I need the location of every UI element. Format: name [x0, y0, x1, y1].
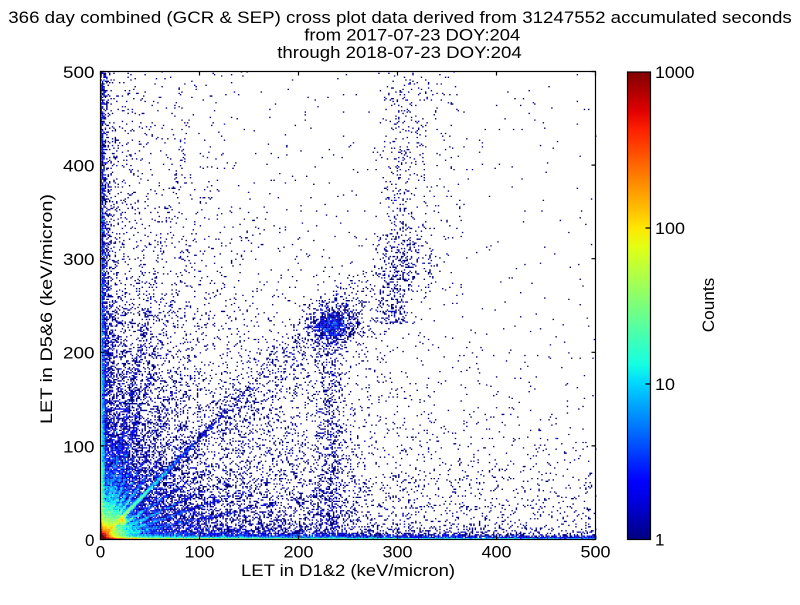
- svg-text:10: 10: [655, 375, 675, 394]
- svg-text:500: 500: [581, 542, 611, 561]
- svg-text:1: 1: [655, 531, 664, 550]
- svg-text:LET in D5&6 (keV/micron): LET in D5&6 (keV/micron): [37, 194, 56, 424]
- svg-text:200: 200: [284, 542, 314, 561]
- svg-text:200: 200: [63, 344, 95, 363]
- svg-text:0: 0: [85, 531, 94, 550]
- svg-text:through 2018-07-23 DOY:204: through 2018-07-23 DOY:204: [277, 43, 522, 62]
- svg-text:LET in D1&2 (keV/micron): LET in D1&2 (keV/micron): [241, 561, 455, 580]
- svg-text:500: 500: [63, 63, 95, 82]
- svg-text:100: 100: [185, 542, 215, 561]
- svg-text:100: 100: [63, 437, 95, 456]
- svg-text:300: 300: [383, 542, 413, 561]
- svg-text:366 day combined (GCR & SEP) c: 366 day combined (GCR & SEP) cross plot …: [8, 8, 792, 27]
- svg-text:0: 0: [96, 542, 105, 561]
- svg-text:400: 400: [63, 157, 95, 176]
- svg-text:400: 400: [482, 542, 512, 561]
- svg-text:from 2017-07-23 DOY:204: from 2017-07-23 DOY:204: [304, 26, 520, 45]
- svg-text:1000: 1000: [655, 63, 695, 82]
- svg-text:Counts: Counts: [699, 278, 718, 333]
- svg-text:100: 100: [655, 219, 685, 238]
- svg-text:300: 300: [63, 250, 95, 269]
